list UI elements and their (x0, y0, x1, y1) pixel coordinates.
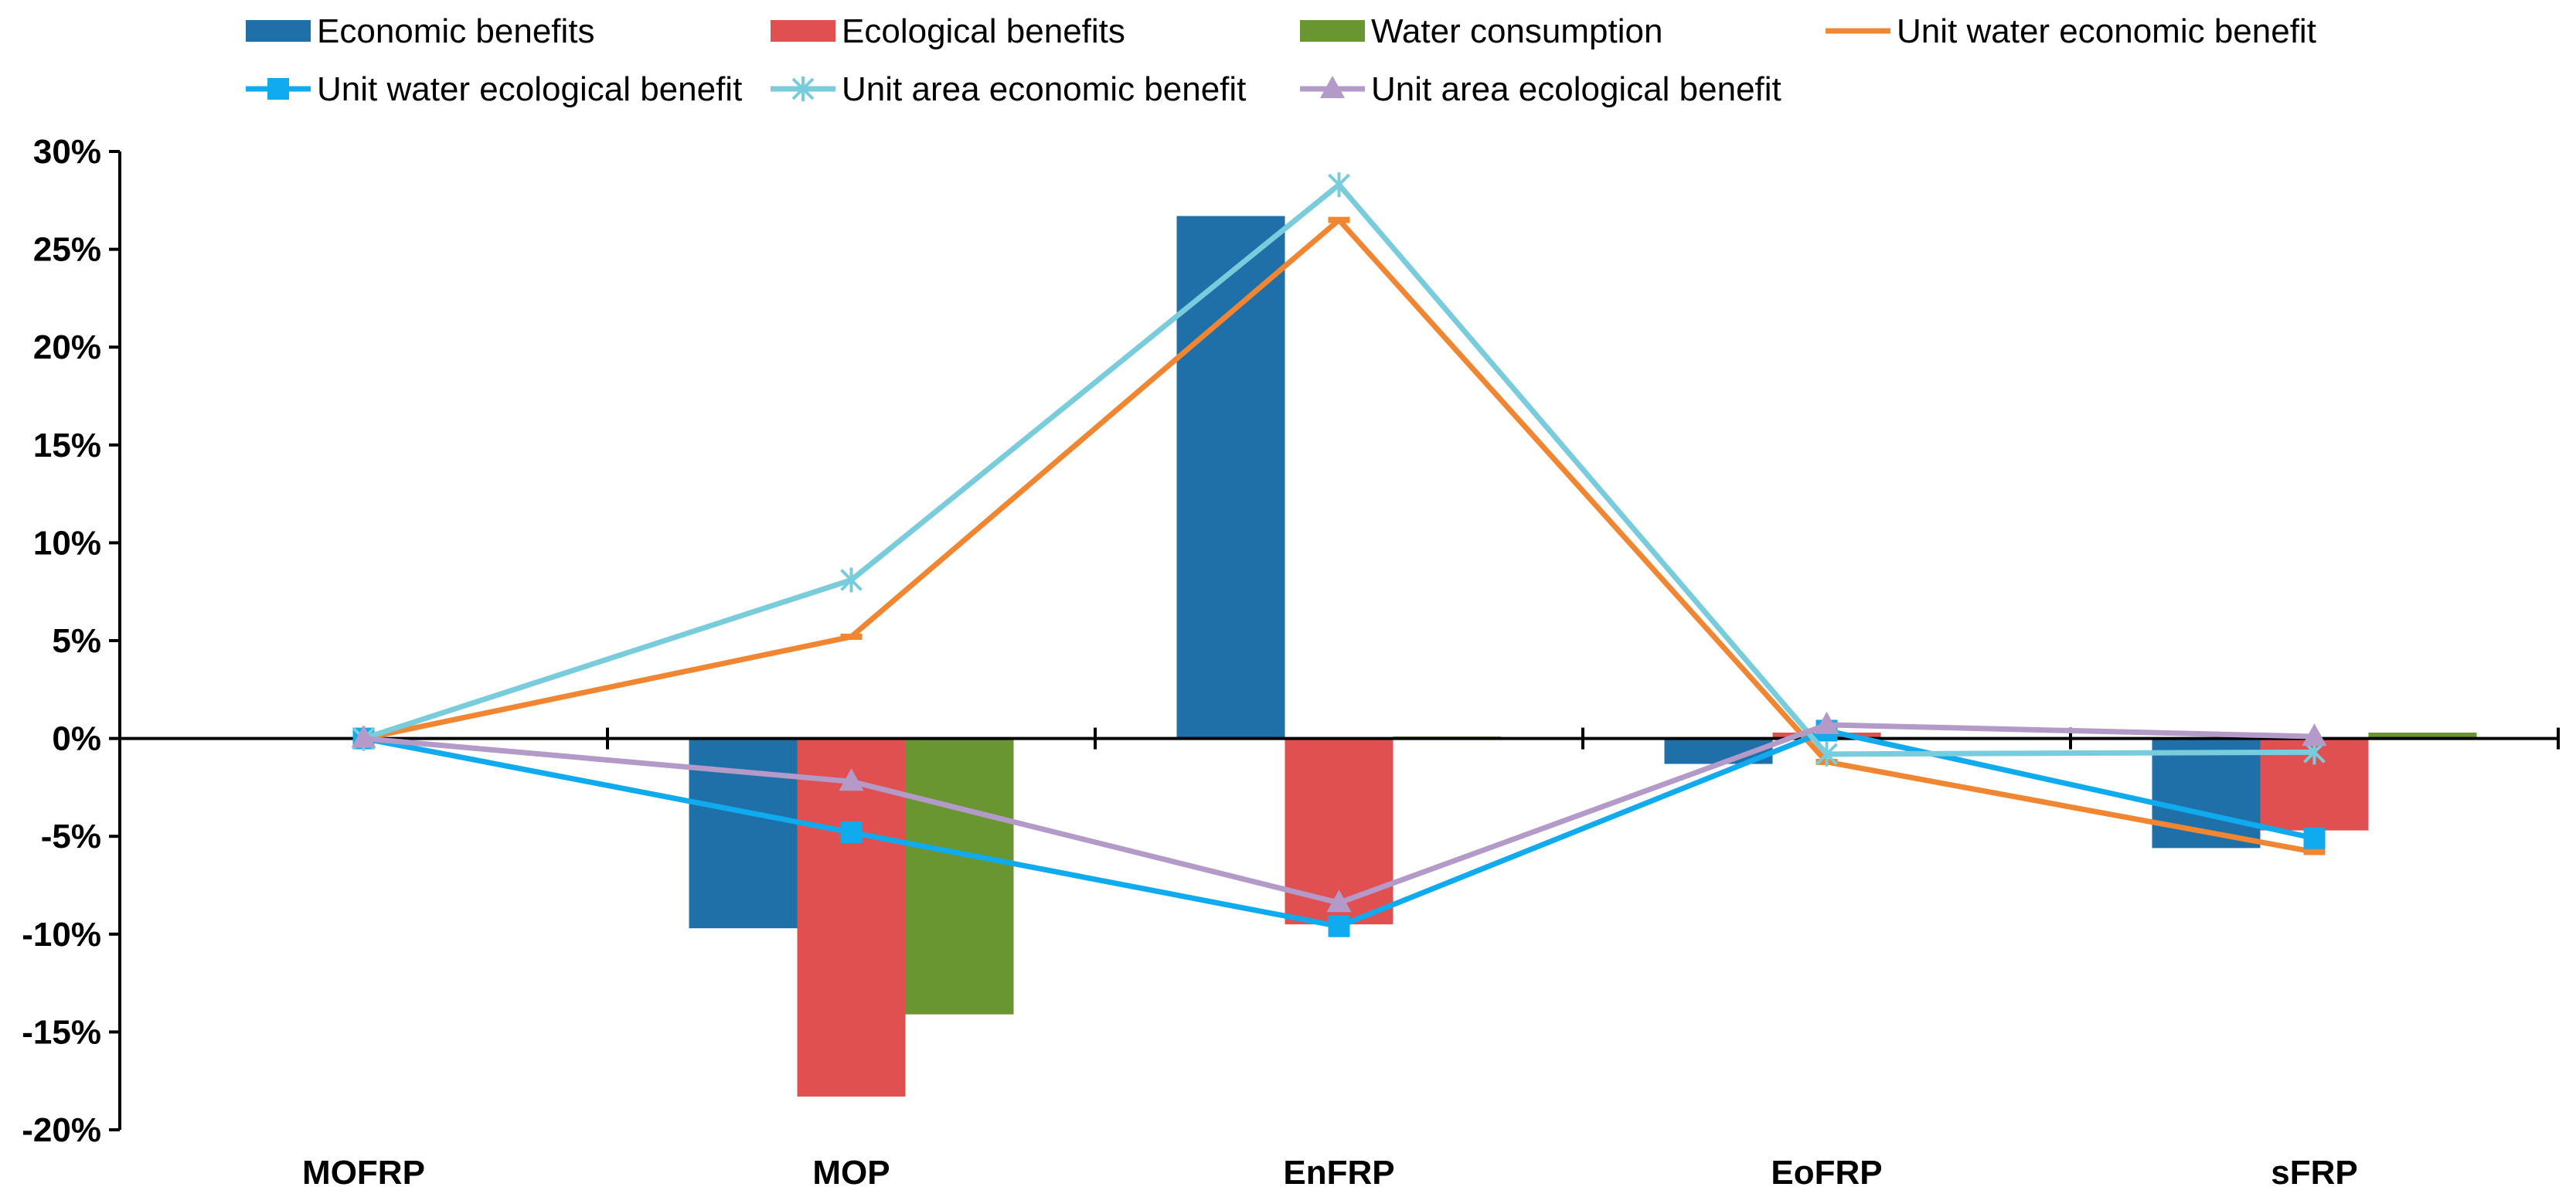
category-label: MOFRP (302, 1154, 425, 1192)
series-line (362, 182, 2315, 757)
y-tick-label: -15% (22, 1013, 101, 1051)
category-label: MOP (812, 1154, 890, 1192)
legend-item: Unit area ecological benefit (1300, 70, 1781, 108)
legend-label: Unit area economic benefit (842, 70, 1246, 108)
category-labels: MOFRP MOP EnFRP EoFRP sFRP (302, 1154, 2358, 1192)
marker-triangle (1814, 711, 1839, 734)
marker-dash (1328, 216, 1350, 223)
y-tick-label: -20% (22, 1111, 101, 1149)
marker-triangle (1320, 76, 1345, 98)
legend-swatch (1300, 20, 1365, 42)
marker-triangle (1326, 889, 1352, 913)
marker-star (1815, 741, 1838, 767)
legend: Economic benefits Ecological benefits Wate… (246, 12, 2316, 108)
bar (797, 738, 906, 1097)
y-tick-label: 10% (33, 524, 101, 562)
x-axis (120, 727, 2560, 750)
marker-square (2303, 827, 2326, 849)
y-tick-label: 0% (52, 720, 101, 758)
bar (1176, 216, 1285, 739)
marker-triangle (839, 768, 864, 791)
y-axis: 30% 25% 20% 15% 10% 5% 0% -5% -10% -15% -20% (22, 133, 121, 1149)
legend-label: Water consumption (1371, 12, 1662, 50)
y-tick-label: 5% (52, 622, 101, 660)
category-label: EnFRP (1283, 1154, 1394, 1192)
legend-label: Unit water economic benefit (1897, 12, 2316, 50)
marker-star (791, 77, 815, 101)
category-label: EoFRP (1771, 1154, 1882, 1192)
bar (905, 738, 1014, 1015)
legend-item: Water consumption (1300, 12, 1662, 50)
marker-triangle (351, 725, 376, 748)
marker-square (1328, 915, 1350, 937)
y-tick-label: -10% (22, 916, 101, 954)
marker-square (840, 821, 863, 844)
marker-square (267, 78, 289, 100)
legend-item: Unit water economic benefit (1826, 12, 2316, 50)
marker-star (840, 567, 863, 593)
legend-item: Economic benefits (246, 12, 595, 50)
bars (689, 216, 2477, 1097)
legend-label: Economic benefits (317, 12, 595, 50)
marker-star (1328, 172, 1350, 198)
category-label: sFRP (2271, 1154, 2357, 1192)
legend-swatch (246, 20, 311, 42)
legend-swatch (771, 20, 835, 42)
marker-dash (840, 633, 863, 640)
y-tick-label: 20% (33, 328, 101, 366)
y-tick-label: 30% (33, 133, 101, 171)
marker-triangle (2302, 723, 2327, 747)
y-tick-label: 15% (33, 427, 101, 464)
y-tick-label: -5% (41, 818, 101, 855)
bar (2368, 733, 2477, 739)
lines (351, 172, 2327, 937)
legend-item: Ecological benefits (771, 12, 1125, 50)
legend-item: Unit area economic benefit (771, 70, 1246, 108)
y-tick-label: 25% (33, 231, 101, 269)
marker-dash (2303, 849, 2326, 855)
legend-label: Unit water ecological benefit (317, 70, 742, 108)
legend-label: Ecological benefits (842, 12, 1125, 50)
legend-item: Unit water ecological benefit (246, 70, 742, 108)
legend-label: Unit area ecological benefit (1371, 70, 1781, 108)
